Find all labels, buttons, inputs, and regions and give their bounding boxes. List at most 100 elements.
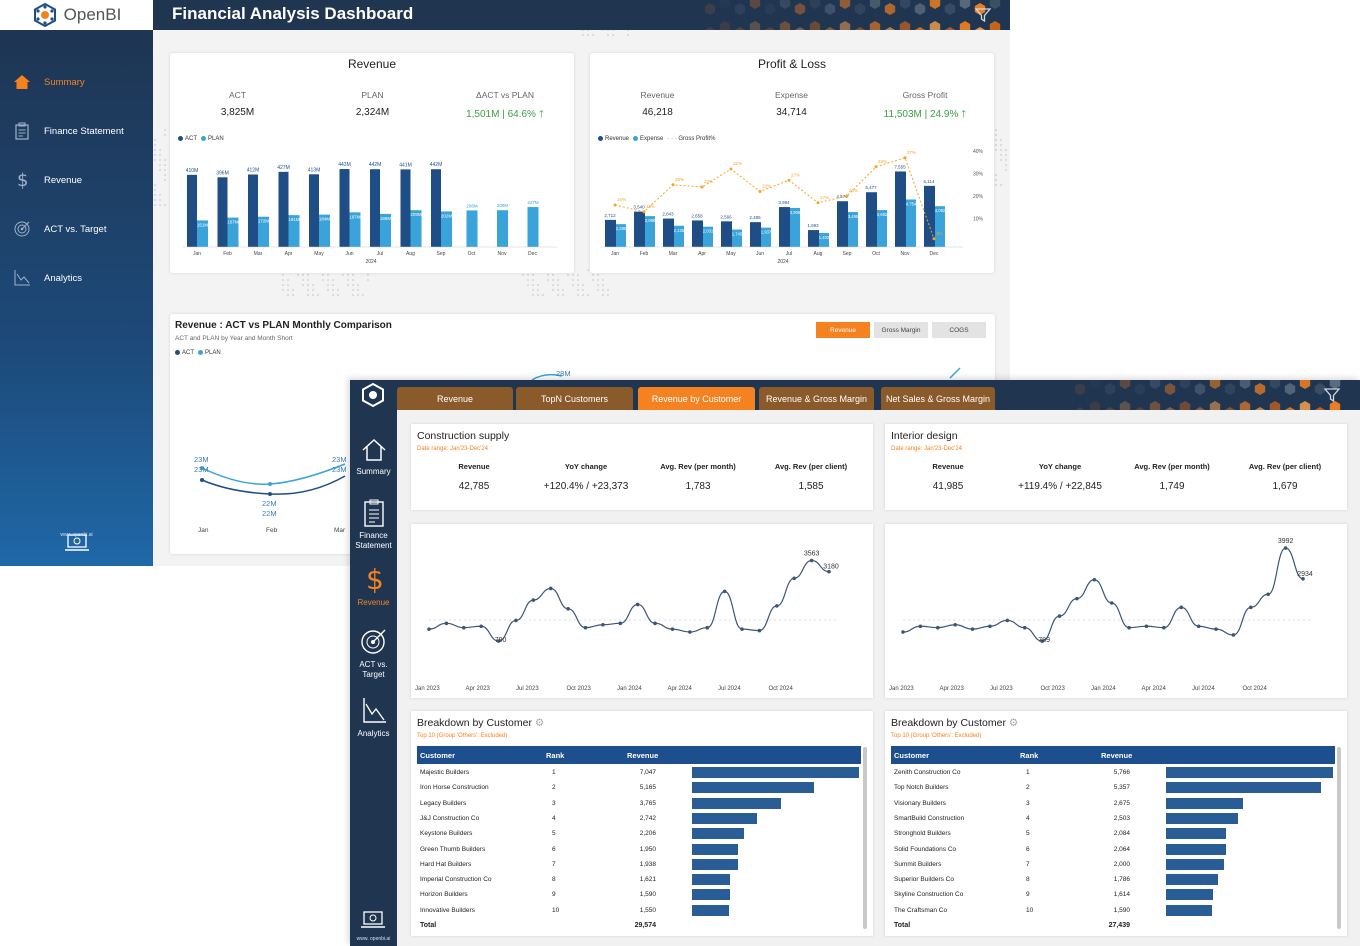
y2-tick: 40% bbox=[973, 149, 984, 155]
col-revenue[interactable]: Revenue bbox=[627, 751, 659, 760]
table-scrollbar[interactable] bbox=[1337, 747, 1341, 929]
map-dot bbox=[995, 144, 997, 146]
up-arrow-icon: 🡑 bbox=[538, 109, 544, 120]
col-rank[interactable]: Rank bbox=[1020, 751, 1039, 760]
map-dot bbox=[557, 289, 559, 291]
table-row[interactable]: SmartBuild Construction 4 2,503 bbox=[891, 811, 1335, 826]
tab-revenue-gross-margin[interactable]: Revenue & Gross Margin bbox=[759, 387, 874, 410]
map-dot bbox=[312, 289, 314, 291]
col-customer[interactable]: Customer bbox=[420, 751, 456, 760]
table-row[interactable]: Zenith Construction Co 1 5,766 bbox=[891, 765, 1335, 780]
tab-revenue[interactable]: Revenue bbox=[397, 387, 513, 410]
map-dot bbox=[587, 294, 589, 296]
trend-point bbox=[635, 602, 640, 607]
trend-point bbox=[722, 589, 727, 594]
tab-revenue-by-customer[interactable]: Revenue by Customer bbox=[638, 387, 755, 410]
kpi-delta: ΔACT vs PLAN 1,501M | 64.6% 🡑 bbox=[455, 90, 555, 124]
customer-name: Stronghold Builders bbox=[894, 830, 951, 838]
col-revenue[interactable]: Revenue bbox=[1101, 751, 1133, 760]
gross-profit-line bbox=[614, 157, 935, 239]
sidebar-item-analytics[interactable]: Analytics bbox=[350, 696, 397, 739]
hexagon-shape bbox=[1089, 380, 1101, 389]
table-row[interactable]: Legacy Builders 3 3,765 bbox=[417, 796, 861, 811]
hexagon-shape bbox=[734, 27, 746, 30]
gross-margin-toggle-button[interactable]: Gross Margin bbox=[874, 322, 928, 338]
hexagon-shape bbox=[719, 0, 731, 9]
table-header: Customer Rank Revenue bbox=[417, 746, 861, 764]
trend-point bbox=[918, 624, 923, 629]
table-row[interactable]: Top Notch Builders 2 5,357 bbox=[891, 780, 1335, 795]
x-tick-label: Oct 2023 bbox=[1041, 686, 1066, 692]
table-row[interactable]: Solid Foundations Co 6 2,064 bbox=[891, 842, 1335, 857]
legend-label: PLAN bbox=[205, 350, 221, 357]
settings-icon[interactable]: ⚙ bbox=[534, 717, 545, 729]
expense-bar bbox=[790, 207, 800, 247]
table-row[interactable]: Innovative Builders 10 1,550 bbox=[417, 903, 861, 918]
table-row[interactable]: Horizon Builders 9 1,590 bbox=[417, 887, 861, 902]
breakdown-subtitle: Top 10 (Group 'Others': Excluded) bbox=[891, 733, 982, 739]
sidebar-item-finance[interactable]: Finance Statement bbox=[350, 498, 397, 551]
map-dot bbox=[159, 194, 161, 196]
map-dot bbox=[327, 289, 329, 291]
plan-bar bbox=[380, 213, 391, 247]
table-scrollbar[interactable] bbox=[863, 747, 867, 929]
x-tick-label: Jul 2024 bbox=[1192, 686, 1215, 692]
tab-net-sales-gross-margin[interactable]: Net Sales & Gross Margin bbox=[881, 387, 995, 410]
total-label: Total bbox=[420, 922, 437, 929]
revenue-toggle-button[interactable]: Revenue bbox=[816, 322, 870, 338]
col-rank[interactable]: Rank bbox=[546, 751, 565, 760]
revenue-bar bbox=[808, 230, 819, 247]
cogs-toggle-button[interactable]: COGS bbox=[932, 322, 986, 338]
table-row[interactable]: Keystone Builders 5 2,206 bbox=[417, 826, 861, 841]
table-row[interactable]: Superior Builders Co 8 1,786 bbox=[891, 872, 1335, 887]
trend-point bbox=[1092, 577, 1097, 582]
map-dot bbox=[577, 279, 579, 281]
tab-topn-customers[interactable]: TopN Customers bbox=[516, 387, 633, 410]
customer-name: Horizon Builders bbox=[420, 891, 468, 899]
map-dot bbox=[527, 279, 529, 281]
sidebar-item-revenue[interactable]: $ Revenue bbox=[350, 563, 397, 608]
map-dot bbox=[307, 284, 309, 286]
table-row[interactable]: Majestic Builders 1 7,047 bbox=[417, 765, 861, 780]
map-dot bbox=[159, 159, 161, 161]
table-row[interactable]: J&J Construction Co 4 2,742 bbox=[417, 811, 861, 826]
table-row[interactable]: Stronghold Builders 5 2,084 bbox=[891, 826, 1335, 841]
table-row[interactable]: Summit Builders 7 2,000 bbox=[891, 857, 1335, 872]
min-label: 790 bbox=[495, 637, 507, 644]
map-dot bbox=[1000, 139, 1002, 141]
settings-icon[interactable]: ⚙ bbox=[1008, 717, 1019, 729]
table-row[interactable]: Hard Hat Builders 7 1,938 bbox=[417, 857, 861, 872]
sidebar-item-revenue[interactable]: $ Revenue bbox=[0, 160, 153, 200]
customer-name: Summit Builders bbox=[894, 860, 942, 868]
hexagon-shape bbox=[929, 21, 941, 30]
sidebar-item-finance[interactable]: Finance Statement bbox=[0, 111, 153, 151]
trend-point bbox=[988, 624, 992, 629]
map-dot bbox=[154, 194, 156, 196]
sidebar-item-summary[interactable]: Summary bbox=[0, 62, 153, 102]
map-dot bbox=[322, 274, 324, 276]
revenue-bar bbox=[1166, 889, 1213, 901]
sidebar-item-act-target[interactable]: ACT vs. Target bbox=[0, 209, 153, 249]
hexagon-shape bbox=[869, 0, 881, 9]
table-row[interactable]: The Craftsman Co 10 1,590 bbox=[891, 903, 1335, 918]
month-tick: Oct bbox=[872, 251, 880, 257]
table-row[interactable]: Visionary Builders 3 2,675 bbox=[891, 796, 1335, 811]
sidebar-item-analytics[interactable]: Analytics bbox=[0, 258, 153, 298]
rank-value: 9 bbox=[552, 891, 556, 899]
col-customer[interactable]: Customer bbox=[894, 751, 930, 760]
act-bar bbox=[248, 174, 258, 247]
map-dot bbox=[307, 279, 309, 281]
bar-label: 2,485 bbox=[749, 215, 761, 220]
sidebar-item-summary[interactable]: Summary bbox=[350, 436, 397, 477]
bar-label: 197M bbox=[349, 214, 361, 219]
map-dot bbox=[577, 289, 579, 291]
filter-icon[interactable] bbox=[974, 6, 992, 24]
sidebar-item-act-target[interactable]: ACT vs. Target bbox=[350, 627, 397, 680]
filter-icon[interactable] bbox=[1323, 386, 1341, 404]
table-row[interactable]: Skyline Construction Co 9 1,614 bbox=[891, 887, 1335, 902]
table-row[interactable]: Iron Horse Construction 2 5,165 bbox=[417, 780, 861, 795]
hexagon-shape bbox=[1194, 407, 1206, 410]
trend-point bbox=[583, 625, 588, 630]
table-row[interactable]: Imperial Construction Co 8 1,621 bbox=[417, 872, 861, 887]
table-row[interactable]: Green Thumb Builders 6 1,950 bbox=[417, 842, 861, 857]
